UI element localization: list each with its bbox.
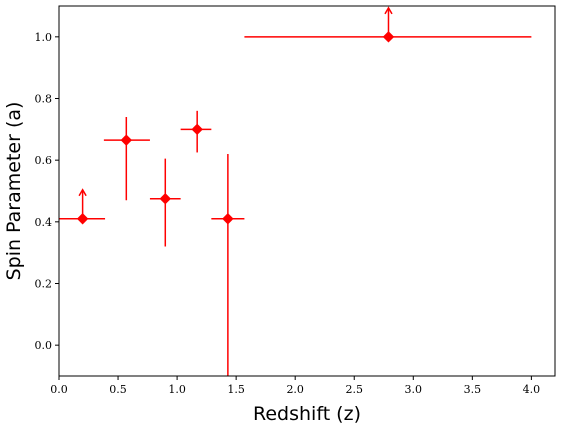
x-tick-label: 2.5 (345, 383, 363, 396)
y-tick-label: 0.6 (35, 154, 53, 167)
x-tick-label: 1.5 (227, 383, 245, 396)
x-tick-label: 2.0 (286, 383, 304, 396)
y-axis: 0.0 0.2 0.4 0.6 0.8 1.0 (35, 31, 59, 352)
data-layer (59, 31, 532, 376)
x-axis: 0.0 0.5 1.0 1.5 2.0 2.5 3.0 3.5 4.0 (50, 376, 540, 396)
x-axis-label: Redshift (z) (253, 403, 361, 425)
data-point-2 (149, 158, 181, 247)
y-tick-label: 1.0 (35, 31, 53, 44)
y-tick-label: 0.4 (35, 216, 53, 229)
diamond-marker (159, 193, 171, 205)
data-point-4 (211, 154, 245, 376)
x-tick-label: 0.5 (109, 383, 127, 396)
x-tick-label: 1.0 (168, 383, 186, 396)
plot-frame (58, 5, 556, 377)
y-tick-label: 0.0 (35, 339, 53, 352)
y-tick-label: 0.2 (35, 278, 53, 291)
diamond-marker (120, 134, 133, 146)
x-tick-label: 3.5 (464, 383, 482, 396)
data-point-3 (180, 110, 212, 153)
diamond-marker (222, 213, 234, 225)
diamond-marker (191, 123, 203, 136)
arrow-head (384, 6, 393, 15)
y-tick-label: 0.8 (35, 93, 53, 106)
lower-limit-arrow (384, 6, 393, 37)
data-point-1 (103, 117, 150, 201)
y-axis-label: Spin Parameter (a) (3, 102, 25, 281)
x-tick-label: 0.0 (50, 383, 68, 396)
limit-arrows (78, 6, 393, 219)
x-tick-label: 3.0 (405, 383, 423, 396)
lower-limit-arrow (78, 188, 87, 219)
arrow-head (78, 188, 87, 197)
x-tick-label: 4.0 (523, 383, 541, 396)
